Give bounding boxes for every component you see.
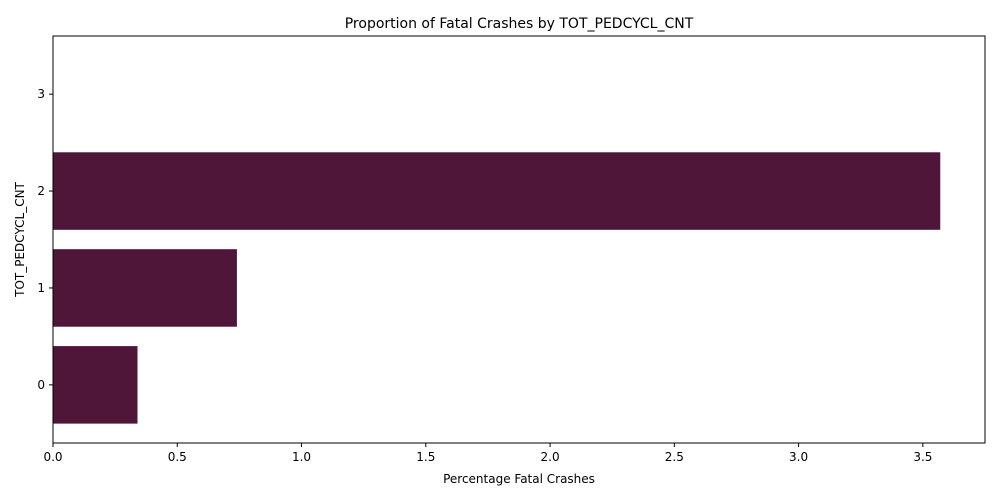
chart-title: Proportion of Fatal Crashes by TOT_PEDCY…: [345, 16, 694, 32]
bars-group: [53, 152, 941, 424]
bar-0: [53, 346, 138, 424]
plot-frame: [52, 35, 986, 444]
y-tick-label: 2: [37, 184, 45, 198]
x-tick-label: 1.0: [292, 450, 311, 464]
x-tick-label: 2.5: [665, 450, 684, 464]
bar-1: [53, 249, 237, 327]
x-tick-label: 0.0: [43, 450, 62, 464]
x-tick-label: 1.5: [416, 450, 435, 464]
x-tick-label: 3.0: [789, 450, 808, 464]
y-tick-label: 1: [37, 281, 45, 295]
bar-2: [53, 152, 941, 230]
x-tick-label: 2.0: [541, 450, 560, 464]
x-axis-title: Percentage Fatal Crashes: [443, 472, 595, 486]
x-tick-label: 0.5: [168, 450, 187, 464]
x-axis: 0.0 0.5 1.0 1.5 2.0 2.5 3.0 3.5: [43, 443, 932, 464]
y-axis-title: TOT_PEDCYCL_CNT: [13, 181, 27, 297]
y-axis: 0 1 2 3: [37, 87, 53, 392]
y-tick-label: 0: [37, 378, 45, 392]
x-tick-label: 3.5: [913, 450, 932, 464]
y-tick-label: 3: [37, 87, 45, 101]
